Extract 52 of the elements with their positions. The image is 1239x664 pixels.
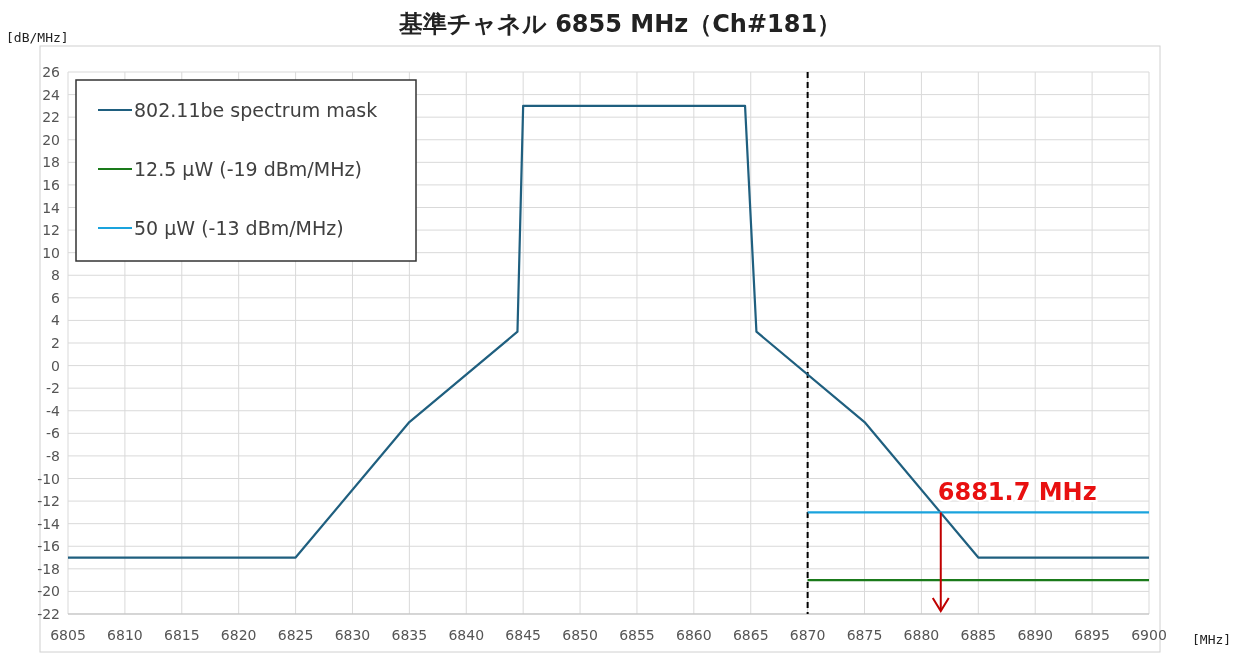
x-tick-label: 6805 — [50, 627, 86, 643]
x-tick-label: 6890 — [1017, 627, 1054, 643]
x-tick-label: 6835 — [391, 627, 428, 643]
x-tick-label: 6885 — [960, 627, 997, 643]
x-tick-label: 6900 — [1131, 627, 1167, 643]
x-tick-label: 6820 — [220, 627, 257, 643]
annotation: 6881.7 MHz — [937, 478, 1097, 507]
y-tick-label: 26 — [42, 64, 61, 80]
y-tick-label: -6 — [46, 425, 61, 442]
legend-label: 12.5 µW (-19 dBm/MHz) — [134, 158, 362, 180]
x-tick-label: 6810 — [107, 627, 143, 643]
y-tick-label: -4 — [46, 402, 61, 419]
y-tick-label: 14 — [42, 199, 61, 216]
x-tick-label: 6870 — [789, 627, 826, 643]
y-tick-label: 12 — [42, 222, 60, 239]
y-tick-label: -14 — [37, 515, 61, 532]
x-tick-label: 6845 — [505, 627, 541, 643]
y-tick-label: -8 — [46, 447, 60, 464]
y-axis-title: [dB/MHz] — [6, 30, 69, 45]
y-tick-label: -12 — [37, 493, 60, 510]
chart-title: 基準チャネル 6855 MHz（Ch#181） — [397, 10, 842, 38]
y-tick-label: -16 — [37, 538, 61, 555]
y-tick-label: 0 — [51, 357, 60, 374]
x-axis-title: [MHz] — [1192, 632, 1232, 647]
y-tick-label: 2 — [51, 335, 60, 351]
x-tick-label: 6860 — [676, 627, 712, 643]
x-tick-label: 6840 — [448, 627, 485, 643]
x-tick-label: 6875 — [846, 627, 883, 643]
legend-label: 802.11be spectrum mask — [134, 99, 378, 121]
y-tick-label: -18 — [37, 560, 60, 577]
y-tick-label: 16 — [42, 176, 61, 193]
y-tick-label: 20 — [42, 131, 60, 148]
legend-label: 50 µW (-13 dBm/MHz) — [134, 217, 344, 239]
y-tick-label: 10 — [42, 244, 60, 261]
x-tick-label: 6880 — [903, 627, 940, 643]
y-tick-label: 24 — [42, 86, 61, 103]
y-tick-label: 4 — [51, 312, 61, 329]
x-tick-label: 6895 — [1074, 627, 1110, 643]
y-tick-label: -2 — [46, 380, 60, 397]
x-tick-label: 6815 — [163, 627, 200, 643]
y-tick-label: 22 — [42, 109, 60, 126]
x-tick-label: 6830 — [334, 627, 371, 643]
y-tick-label: -22 — [37, 606, 60, 622]
x-tick-label: 6850 — [562, 627, 598, 643]
x-tick-label: 6825 — [277, 627, 314, 643]
y-tick-label: -20 — [37, 583, 60, 600]
y-tick-label: 8 — [51, 267, 60, 284]
x-tick-label: 6855 — [619, 627, 655, 643]
x-tick-label: 6865 — [732, 627, 769, 643]
y-tick-label: 6 — [51, 289, 61, 306]
y-tick-label: 18 — [42, 154, 60, 171]
y-tick-label: -10 — [37, 470, 60, 487]
